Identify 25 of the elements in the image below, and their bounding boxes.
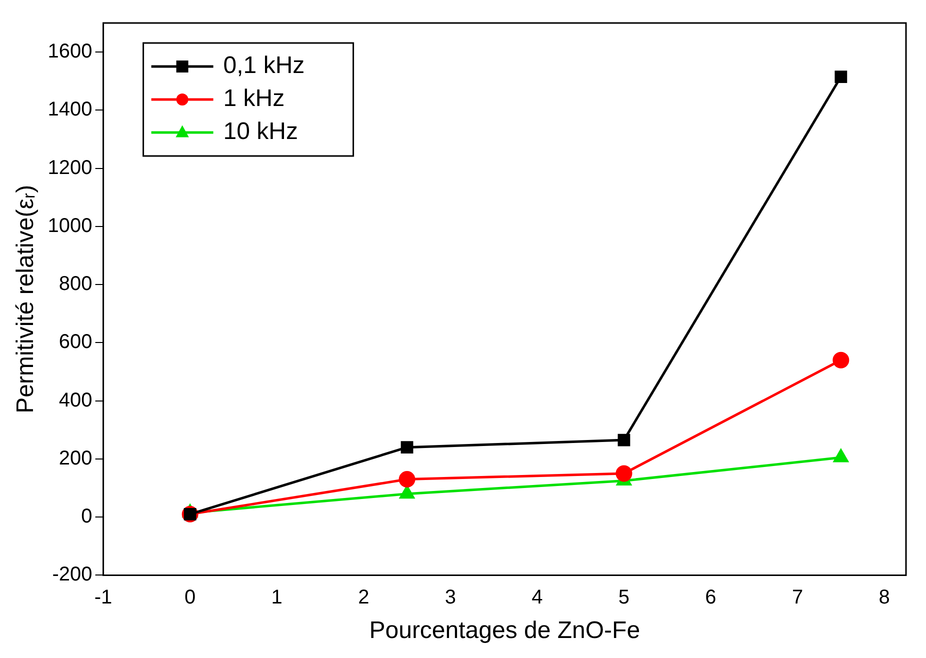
legend-label: 0,1 kHz bbox=[223, 52, 305, 80]
x-tick-label: 3 bbox=[444, 586, 456, 609]
x-tick-label: 7 bbox=[792, 586, 804, 609]
x-tick-label: 1 bbox=[271, 586, 282, 609]
x-tick-label: 5 bbox=[618, 586, 630, 609]
y-tick-label: 200 bbox=[58, 447, 92, 470]
x-tick-label: -1 bbox=[94, 586, 112, 609]
legend-label: 10 kHz bbox=[223, 118, 298, 146]
x-tick-label: 4 bbox=[532, 586, 543, 609]
y-tick-label: 800 bbox=[58, 273, 92, 296]
x-axis-title: Pourcentages de ZnO-Fe bbox=[369, 617, 640, 644]
y-tick-label: -200 bbox=[52, 564, 92, 586]
y-tick-label: 400 bbox=[58, 389, 92, 412]
legend-label: 1 kHz bbox=[223, 85, 285, 112]
x-tick-label: 2 bbox=[358, 586, 370, 609]
x-tick-label: 8 bbox=[878, 586, 890, 609]
y-tick-label: 1200 bbox=[48, 156, 92, 179]
x-tick-label: 0 bbox=[184, 586, 196, 609]
y-tick-label: 0 bbox=[81, 506, 92, 528]
y-tick-label: 600 bbox=[58, 331, 92, 354]
y-tick-label: 1400 bbox=[48, 98, 92, 121]
y-tick-label: 1600 bbox=[48, 40, 92, 63]
y-tick-label: 1000 bbox=[48, 214, 92, 237]
x-tick-label: 6 bbox=[705, 586, 716, 609]
y-axis-title: Permitivité relative(εᵣ) bbox=[12, 184, 40, 414]
